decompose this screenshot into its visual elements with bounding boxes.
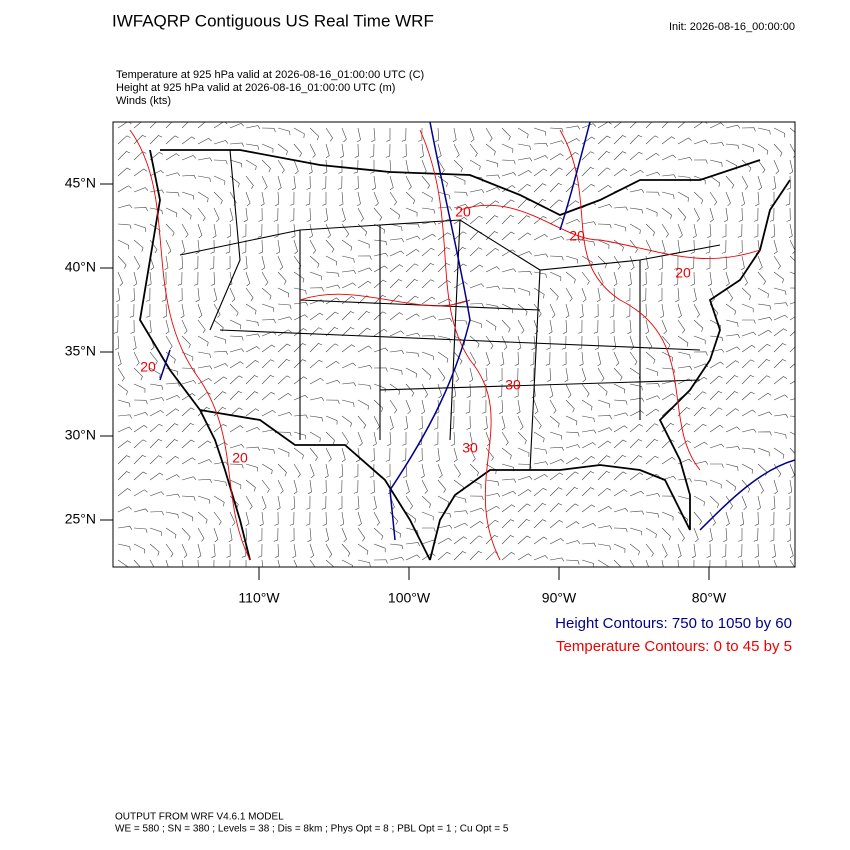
contour-label: 30 [505,377,521,393]
legend-temperature: Temperature Contours: 0 to 45 by 5 [556,638,792,655]
lon-tick-label: 100°W [388,590,431,606]
lat-tick-label: 25°N [65,511,96,527]
header-line: Temperature at 925 hPa valid at 2026-08-… [116,69,424,81]
contour-label: 20 [455,204,471,220]
footer-line: WE = 580 ; SN = 380 ; Levels = 38 ; Dis … [115,824,509,835]
axis-ticks: 45°N 40°N 35°N 30°N 25°N 110°W 100°W 90°W 80°W [65,175,727,606]
temperature-contours [129,129,761,561]
contour-label: 30 [462,440,478,456]
contour-label: 20 [675,265,691,281]
legend-height: Height Contours: 750 to 1050 by 60 [555,615,792,632]
lat-tick-label: 35°N [65,343,96,359]
contour-label: 20 [232,450,248,466]
header-line: Winds (kts) [116,95,171,107]
height-contours [159,122,795,541]
lat-tick-label: 30°N [65,427,96,443]
lon-tick-label: 80°W [692,590,727,606]
lon-tick-label: 110°W [238,590,280,606]
title: IWFAQRP Contiguous US Real Time WRF [112,11,434,30]
lat-tick-label: 45°N [65,175,96,191]
coastline [139,149,791,561]
init-time: Init: 2026-08-16_00:00:00 [669,21,795,33]
contour-labels: 20 20 20 30 30 20 20 [140,204,691,466]
contour-label: 20 [569,228,585,244]
lon-tick-label: 90°W [542,590,577,606]
lat-tick-label: 40°N [65,259,96,275]
map-area: 20 20 20 30 30 20 20 [113,122,795,567]
wind-barbs [113,122,795,567]
header-line: Height at 925 hPa valid at 2026-08-16_01… [116,82,395,94]
wind-barb-field [113,122,795,567]
footer-line: OUTPUT FROM WRF V4.6.1 MODEL [115,812,284,823]
map-frame [112,121,796,568]
contour-label: 20 [140,359,156,375]
